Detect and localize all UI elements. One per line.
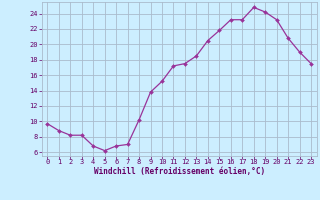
X-axis label: Windchill (Refroidissement éolien,°C): Windchill (Refroidissement éolien,°C) [94, 167, 265, 176]
